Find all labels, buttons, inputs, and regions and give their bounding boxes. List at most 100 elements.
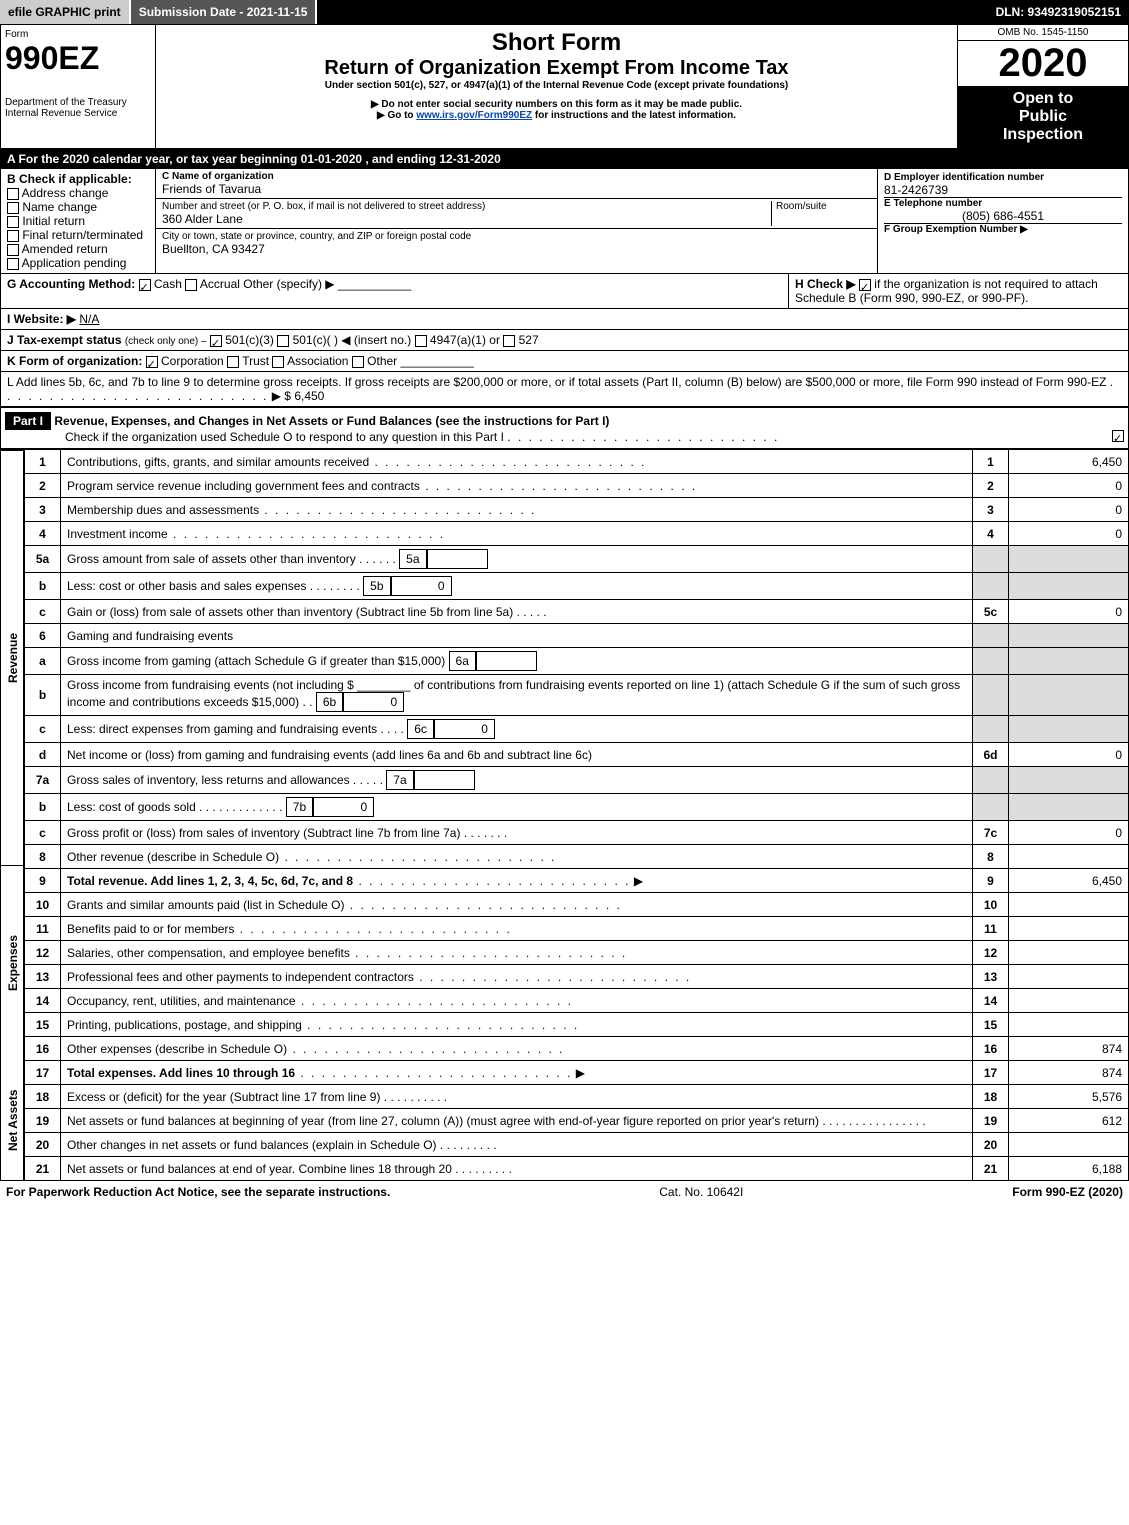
expenses-side-label: Expenses — [1, 865, 25, 1060]
line-11: 11Benefits paid to or for members11 — [25, 917, 1129, 941]
line-5a: 5aGross amount from sale of assets other… — [25, 546, 1129, 573]
line-10: 10Grants and similar amounts paid (list … — [25, 893, 1129, 917]
section-a-tax-year: A For the 2020 calendar year, or tax yea… — [0, 149, 1129, 169]
line-l-text: L Add lines 5b, 6c, and 7b to line 9 to … — [7, 375, 1106, 389]
checkbox-527[interactable] — [503, 335, 515, 347]
short-form-title: Short Form — [160, 29, 953, 57]
paperwork-notice: For Paperwork Reduction Act Notice, see … — [6, 1185, 390, 1199]
checkbox-initial-return[interactable]: Initial return — [7, 214, 149, 228]
org-name: Friends of Tavarua — [162, 182, 871, 196]
line-l-row: L Add lines 5b, 6c, and 7b to line 9 to … — [0, 372, 1129, 407]
line-18: 18Excess or (deficit) for the year (Subt… — [25, 1085, 1129, 1109]
part-1-header: Part I Revenue, Expenses, and Changes in… — [0, 407, 1129, 449]
form-org-row: K Form of organization: Corporation Trus… — [0, 351, 1129, 372]
box-j-label: J Tax-exempt status — [7, 333, 122, 347]
website-value: N/A — [79, 312, 99, 326]
instructions-note: ▶ Go to www.irs.gov/Form990EZ for instru… — [160, 110, 953, 121]
line-15: 15Printing, publications, postage, and s… — [25, 1013, 1129, 1037]
box-i-label: I Website: ▶ — [7, 312, 76, 326]
box-k-label: K Form of organization: — [7, 354, 142, 368]
checkbox-4947[interactable] — [415, 335, 427, 347]
checkbox-schedule-o[interactable] — [1112, 430, 1124, 442]
part-1-check-note: Check if the organization used Schedule … — [65, 430, 504, 444]
top-bar: efile GRAPHIC print Submission Date - 20… — [0, 0, 1129, 24]
irs-link[interactable]: www.irs.gov/Form990EZ — [416, 110, 532, 121]
dept-treasury: Department of the Treasury — [5, 97, 151, 108]
box-e-label: E Telephone number — [884, 198, 1122, 209]
form-label: Form — [5, 29, 151, 40]
revenue-side-label: Revenue — [1, 450, 25, 865]
box-g-label: G Accounting Method: — [7, 277, 135, 291]
box-b-label: B Check if applicable: — [7, 172, 149, 186]
checkbox-501c[interactable] — [277, 335, 289, 347]
line-7a: 7aGross sales of inventory, less returns… — [25, 767, 1129, 794]
checkbox-501c3[interactable] — [210, 335, 222, 347]
line-6a: aGross income from gaming (attach Schedu… — [25, 648, 1129, 675]
checkbox-trust[interactable] — [227, 356, 239, 368]
line-14: 14Occupancy, rent, utilities, and mainte… — [25, 989, 1129, 1013]
line-6b: bGross income from fundraising events (n… — [25, 675, 1129, 716]
part-1-label: Part I — [5, 412, 51, 430]
box-c-name-label: C Name of organization — [162, 171, 871, 182]
line-5b: bLess: cost or other basis and sales exp… — [25, 573, 1129, 600]
submission-date: Submission Date - 2021-11-15 — [131, 0, 318, 24]
checkbox-other-org[interactable] — [352, 356, 364, 368]
form-header: Form 990EZ Department of the Treasury In… — [0, 24, 1129, 149]
ssn-warning: ▶ Do not enter social security numbers o… — [160, 99, 953, 110]
subtitle: Under section 501(c), 527, or 4947(a)(1)… — [160, 80, 953, 91]
part-1-title: Revenue, Expenses, and Changes in Net As… — [54, 414, 609, 428]
dln-number: DLN: 93492319052151 — [988, 0, 1129, 24]
line-20: 20Other changes in net assets or fund ba… — [25, 1133, 1129, 1157]
line-6d: dNet income or (loss) from gaming and fu… — [25, 743, 1129, 767]
line-21: 21Net assets or fund balances at end of … — [25, 1157, 1129, 1181]
line-9: 9Total revenue. Add lines 1, 2, 3, 4, 5c… — [25, 869, 1129, 893]
accounting-row: G Accounting Method: Cash Accrual Other … — [0, 274, 1129, 309]
addr-label: Number and street (or P. O. box, if mail… — [162, 201, 771, 212]
telephone-value: (805) 686-4551 — [884, 209, 1122, 223]
box-h-label: H Check ▶ — [795, 277, 856, 291]
checkbox-association[interactable] — [272, 356, 284, 368]
line-19: 19Net assets or fund balances at beginni… — [25, 1109, 1129, 1133]
line-7c: cGross profit or (loss) from sales of in… — [25, 821, 1129, 845]
checkbox-amended-return[interactable]: Amended return — [7, 242, 149, 256]
catalog-number: Cat. No. 10642I — [659, 1185, 743, 1199]
website-row: I Website: ▶ N/A — [0, 309, 1129, 330]
line-3: 3Membership dues and assessments30 — [25, 498, 1129, 522]
tax-year: 2020 — [958, 41, 1128, 86]
tax-exempt-row: J Tax-exempt status (check only one) – 5… — [0, 330, 1129, 351]
line-2: 2Program service revenue including gover… — [25, 474, 1129, 498]
page-footer: For Paperwork Reduction Act Notice, see … — [0, 1181, 1129, 1203]
part-1-table: Revenue Expenses Net Assets 1Contributio… — [0, 449, 1129, 1181]
line-l-value: 6,450 — [294, 389, 324, 403]
line-8: 8Other revenue (describe in Schedule O)8 — [25, 845, 1129, 869]
box-d-label: D Employer identification number — [884, 172, 1122, 183]
open-inspection-box: Open to Public Inspection — [958, 86, 1128, 148]
line-1: 1Contributions, gifts, grants, and simil… — [25, 450, 1129, 474]
org-address: 360 Alder Lane — [162, 212, 771, 226]
line-5c: cGain or (loss) from sale of assets othe… — [25, 600, 1129, 624]
checkbox-name-change[interactable]: Name change — [7, 200, 149, 214]
checkbox-corporation[interactable] — [146, 356, 158, 368]
net-assets-side-label: Net Assets — [1, 1060, 25, 1180]
efile-print-button[interactable]: efile GRAPHIC print — [0, 0, 131, 24]
form-version: Form 990-EZ (2020) — [1012, 1185, 1123, 1199]
omb-number: OMB No. 1545-1150 — [958, 25, 1128, 41]
city-label: City or town, state or province, country… — [162, 231, 871, 242]
main-title: Return of Organization Exempt From Incom… — [160, 57, 953, 80]
box-f-label: F Group Exemption Number ▶ — [884, 224, 1122, 235]
line-6c: cLess: direct expenses from gaming and f… — [25, 716, 1129, 743]
checkbox-application-pending[interactable]: Application pending — [7, 256, 149, 270]
checkbox-final-return[interactable]: Final return/terminated — [7, 228, 149, 242]
line-16: 16Other expenses (describe in Schedule O… — [25, 1037, 1129, 1061]
org-info-row: B Check if applicable: Address change Na… — [0, 169, 1129, 274]
checkbox-cash[interactable] — [139, 279, 151, 291]
line-6: 6Gaming and fundraising events — [25, 624, 1129, 648]
line-12: 12Salaries, other compensation, and empl… — [25, 941, 1129, 965]
line-13: 13Professional fees and other payments t… — [25, 965, 1129, 989]
checkbox-accrual[interactable] — [185, 279, 197, 291]
checkbox-schedule-b[interactable] — [859, 279, 871, 291]
org-city-state-zip: Buellton, CA 93427 — [162, 242, 871, 256]
line-17: 17Total expenses. Add lines 10 through 1… — [25, 1061, 1129, 1085]
checkbox-address-change[interactable]: Address change — [7, 186, 149, 200]
line-7b: bLess: cost of goods sold . . . . . . . … — [25, 794, 1129, 821]
